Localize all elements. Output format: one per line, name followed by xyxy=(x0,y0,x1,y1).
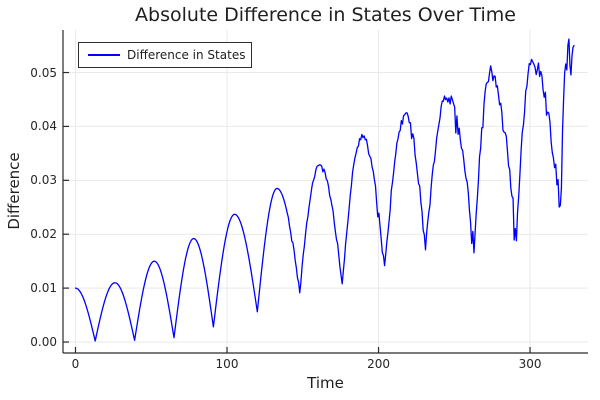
y-tick-label: 0.01 xyxy=(30,281,57,296)
x-tick-label: 0 xyxy=(71,357,80,371)
chart-title: Absolute Difference in States Over Time xyxy=(135,4,516,26)
y-axis-label: Difference xyxy=(5,152,23,230)
y-tick-label: 0.03 xyxy=(30,173,57,188)
y-tick-label: 0.00 xyxy=(30,335,57,349)
legend: Difference in States xyxy=(78,42,252,68)
x-axis-label: Time xyxy=(307,374,344,392)
y-tick-label: 0.02 xyxy=(30,227,57,242)
x-tick-label: 200 xyxy=(367,357,390,371)
x-tick-label: 100 xyxy=(215,357,239,371)
y-tick-label: 0.05 xyxy=(30,65,57,80)
series-line-difference-in-states xyxy=(74,38,575,342)
legend-line-swatch xyxy=(88,54,120,56)
y-tick-label: 0.04 xyxy=(30,119,57,134)
legend-entry-label: Difference in States xyxy=(127,48,246,62)
x-tick-label: 300 xyxy=(518,357,542,371)
